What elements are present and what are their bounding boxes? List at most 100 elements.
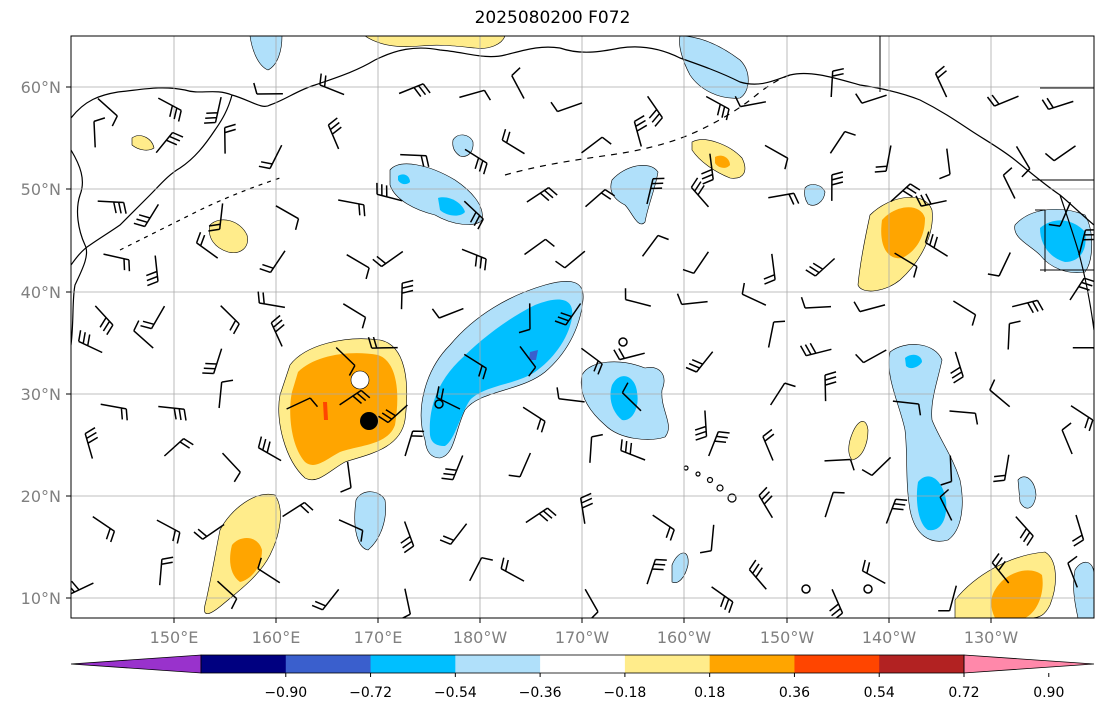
wind-barb	[97, 200, 127, 214]
wind-barb	[158, 556, 174, 586]
wind-barb	[398, 83, 431, 98]
wind-barb	[146, 255, 159, 287]
wind-barb	[763, 253, 776, 285]
wind-barb	[461, 248, 487, 271]
wind-barb	[155, 131, 184, 154]
kamchatka-coast	[71, 94, 233, 266]
wind-barb	[1044, 145, 1076, 162]
wind-barb	[892, 400, 922, 416]
wind-barb	[579, 492, 594, 524]
latitude-tick-label: 30°N	[21, 385, 61, 404]
wind-barb	[646, 558, 667, 585]
wind-barb	[1012, 299, 1044, 314]
colorbar-tick-label: 0.54	[864, 685, 895, 701]
wind-barb	[195, 231, 219, 259]
wind-barb	[469, 556, 493, 582]
wind-barb	[1061, 422, 1073, 455]
wind-barb	[1048, 202, 1072, 227]
wind-barb	[885, 498, 908, 524]
gridlines	[71, 36, 1094, 618]
latitude-tick-label: 60°N	[21, 78, 61, 97]
wind-barb	[258, 144, 283, 170]
japan-kuril-coast	[71, 149, 88, 346]
wind-barb	[550, 101, 583, 113]
storm-track-marker	[801, 584, 811, 594]
positive-anomaly-core	[290, 353, 398, 465]
wind-barb	[511, 67, 525, 99]
colorbar-tick-label: −0.18	[603, 685, 646, 701]
wind-barb	[855, 349, 887, 364]
positive-anomaly-area	[131, 135, 155, 151]
colorbar-segment	[370, 655, 456, 673]
colorbar-segment	[879, 655, 965, 673]
wind-barb	[589, 433, 603, 463]
longitude-tick-label: 160°E	[252, 628, 301, 647]
wind-barb	[621, 382, 642, 412]
wind-barb	[92, 515, 116, 543]
wind-barb	[620, 439, 646, 461]
negative-anomaly-area	[679, 36, 749, 99]
wind-barb	[762, 428, 775, 461]
aleutian-islands	[504, 74, 791, 176]
wind-barb	[855, 93, 887, 104]
wind-barb	[989, 379, 1011, 408]
wind-barb	[758, 486, 774, 519]
wind-barb	[554, 303, 582, 326]
colorbar-segment	[794, 655, 880, 673]
colorbar-extend-low	[70, 654, 202, 674]
colorbar-tick-label: 0.72	[948, 685, 979, 701]
wind-barb	[646, 95, 664, 127]
longitude-tick-label: 140°W	[862, 628, 917, 647]
storm-track-marker	[434, 399, 444, 409]
negative-anomaly-area	[804, 184, 826, 206]
wind-barb	[97, 98, 118, 127]
negative-anomaly-core	[438, 197, 465, 216]
wind-barb	[800, 296, 832, 309]
longitude-tick-label: 160°W	[657, 628, 712, 647]
negative-anomaly-core	[610, 376, 638, 421]
strong-positive-spot	[323, 402, 328, 420]
colorbar-segment	[285, 655, 372, 673]
wind-barb	[372, 250, 404, 268]
wind-barb	[282, 501, 314, 518]
wind-barb	[257, 291, 286, 309]
wind-barb	[1078, 229, 1094, 256]
wind-barb	[346, 254, 370, 280]
wind-barb	[286, 397, 319, 410]
storm-track-marker	[618, 337, 628, 347]
latitude-tick-label: 50°N	[21, 180, 61, 199]
wind-barb	[340, 461, 352, 493]
wind-barb	[93, 117, 106, 148]
longitude-tick-label: 170°E	[354, 628, 403, 647]
colorbar-segment	[709, 655, 795, 673]
wind-barb	[501, 128, 525, 155]
negative-anomaly-area	[610, 165, 659, 225]
latitude-labels: 10°N 20°N 30°N 40°N 50°N 60°N	[21, 78, 71, 608]
wind-barb	[508, 452, 532, 478]
wind-barb	[193, 523, 225, 540]
wind-barb	[694, 410, 708, 441]
island	[727, 493, 737, 503]
storm-track-marker	[863, 584, 873, 594]
wind-barb	[204, 96, 222, 124]
latitude-tick-label: 40°N	[21, 283, 61, 302]
negative-anomaly-core	[398, 174, 410, 185]
island	[695, 471, 701, 477]
wind-barb	[934, 65, 948, 98]
wind-barb	[699, 524, 715, 554]
wind-barb	[685, 351, 714, 373]
wind-barb	[156, 519, 181, 544]
wind-barb	[748, 559, 767, 590]
wind-barb	[524, 238, 555, 256]
coastlines	[71, 36, 1094, 346]
colorbar-tick-label: −0.72	[349, 685, 392, 701]
negative-anomaly-core	[1040, 220, 1086, 262]
wind-barb	[342, 303, 367, 329]
colorbar-tick-label: 0.18	[694, 685, 725, 701]
wind-barb	[1002, 167, 1016, 199]
longitude-tick-label: 180°W	[453, 628, 508, 647]
wind-barb	[734, 95, 767, 108]
wind-barb	[829, 130, 856, 154]
